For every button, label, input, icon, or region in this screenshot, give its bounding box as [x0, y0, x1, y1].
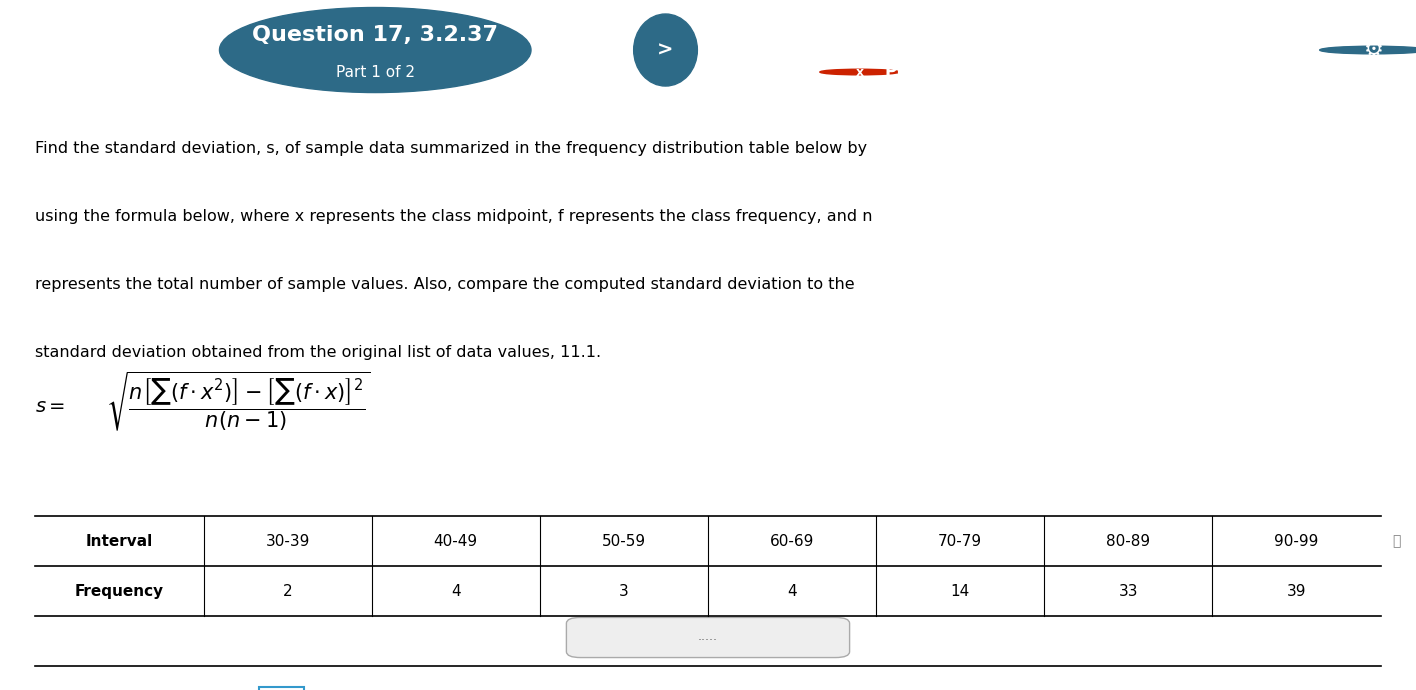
Text: 4: 4	[450, 584, 460, 599]
Text: $\sqrt{\dfrac{n\left[\sum(f \cdot x^2)\right] - \left[\sum(f \cdot x)\right]^2}{: $\sqrt{\dfrac{n\left[\sum(f \cdot x^2)\r…	[106, 369, 371, 433]
Text: 14: 14	[950, 584, 970, 599]
Text: 3: 3	[619, 584, 629, 599]
Text: $s =$: $s =$	[35, 397, 65, 416]
Circle shape	[1320, 46, 1416, 54]
Text: 50-59: 50-59	[602, 533, 646, 549]
Text: ⧉: ⧉	[1392, 534, 1400, 548]
Text: >: >	[657, 41, 674, 59]
Text: .....: .....	[698, 631, 718, 643]
Text: <: <	[78, 41, 93, 59]
Text: HW Score: 66.94%, 20.08 of 30 points: HW Score: 66.94%, 20.08 of 30 points	[850, 23, 1205, 41]
Text: 33: 33	[1119, 584, 1138, 599]
Text: using the formula below, where x represents the class midpoint, f represents the: using the formula below, where x represe…	[35, 209, 872, 224]
Text: 70-79: 70-79	[939, 533, 983, 549]
Text: 60-69: 60-69	[770, 533, 814, 549]
FancyBboxPatch shape	[566, 618, 850, 658]
Ellipse shape	[219, 8, 531, 92]
Text: x: x	[855, 66, 864, 79]
Text: 40-49: 40-49	[433, 533, 477, 549]
Text: 2: 2	[283, 584, 293, 599]
Text: 90-99: 90-99	[1274, 533, 1318, 549]
Text: 39: 39	[1287, 584, 1307, 599]
Text: 80-89: 80-89	[1106, 533, 1150, 549]
Text: Part 1 of 2: Part 1 of 2	[336, 65, 415, 79]
Text: Find the standard deviation, s, of sample data summarized in the frequency distr: Find the standard deviation, s, of sampl…	[35, 141, 868, 157]
Text: represents the total number of sample values. Also, compare the computed standar: represents the total number of sample va…	[35, 277, 855, 292]
Text: standard deviation obtained from the original list of data values, 11.1.: standard deviation obtained from the ori…	[35, 345, 602, 360]
FancyBboxPatch shape	[259, 687, 304, 690]
Ellipse shape	[633, 14, 697, 86]
Text: 4: 4	[787, 584, 797, 599]
Text: Points: 0 of 1: Points: 0 of 1	[885, 63, 1010, 81]
Text: ⚙: ⚙	[1364, 40, 1383, 60]
Circle shape	[820, 69, 899, 75]
Text: Interval: Interval	[86, 533, 153, 549]
Text: Frequency: Frequency	[75, 584, 164, 599]
Text: 30-39: 30-39	[265, 533, 310, 549]
Text: Question 17, 3.2.37: Question 17, 3.2.37	[252, 25, 498, 45]
